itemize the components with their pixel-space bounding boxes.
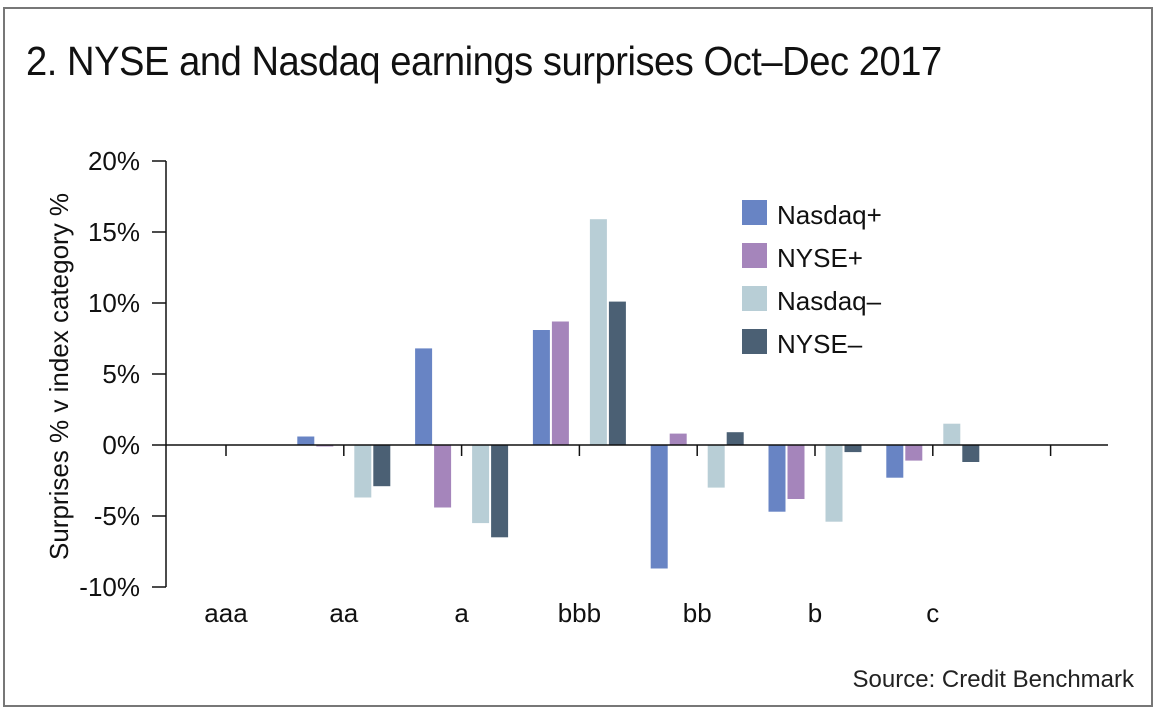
bar-nyse-c [962,445,980,462]
y-tick-label: 20% [88,146,140,176]
legend-swatch [742,286,767,311]
y-tick-label: 15% [88,217,140,247]
chart-title: 2. NYSE and Nasdaq earnings surprises Oc… [26,38,942,84]
bar-nyse-bbb [551,321,569,445]
bar-nasdaq-aa [354,445,372,498]
bar-nasdaq-b [825,445,843,522]
bar-nasdaq-bb [707,445,725,488]
y-tick-label: -10% [79,572,140,602]
bar-nyse-bbb [608,301,626,445]
legend-swatch [742,200,767,225]
axes-layer: 20%15%10%5%0%-5%-10%aaa aa a bbb bb b c [79,146,1108,628]
legend-label: Nasdaq+ [777,200,882,230]
x-tick-label: a [454,598,469,628]
y-tick-label: 5% [102,359,140,389]
bar-nasdaq-bb [650,445,668,569]
bar-nyse-a [434,445,452,508]
bar-nasdaq-bbb [589,219,607,445]
bar-nasdaq-bbb [532,330,550,445]
bar-nyse-aa [373,445,391,487]
bar-nasdaq-c [886,445,904,478]
chart-frame [3,7,1153,707]
x-tick-label: bb [683,598,712,628]
bar-nasdaq-c [943,423,961,445]
bar-nasdaq-a [472,445,490,524]
x-tick-label: bbb [558,598,601,628]
legend-label: NYSE+ [777,243,863,273]
bar-nasdaq-a [415,348,433,445]
legend-label: Nasdaq– [777,286,882,316]
x-tick-label: c [926,598,939,628]
bars-layer [297,219,980,569]
x-tick-label: aaa [204,598,248,628]
y-tick-label: 0% [102,430,140,460]
bar-nyse-a [491,445,509,538]
legend-swatch [742,243,767,268]
bar-nyse-bb [669,433,687,445]
bar-nasdaq-aa [297,436,315,445]
bar-nyse-bb [726,432,744,445]
bar-nyse-b [787,445,805,499]
y-tick-label: -5% [94,501,140,531]
bar-nyse-b [844,445,862,453]
y-tick-label: 10% [88,288,140,318]
legend-label: NYSE– [777,329,863,359]
legend-swatch [742,329,767,354]
legend: Nasdaq+ NYSE+ Nasdaq– NYSE– [742,200,882,359]
x-tick-label: aa [329,598,358,628]
bar-nasdaq-b [768,445,786,512]
x-tick-label: b [808,598,822,628]
bar-nyse-c [905,445,923,461]
source-note: Source: Credit Benchmark [852,666,1134,693]
